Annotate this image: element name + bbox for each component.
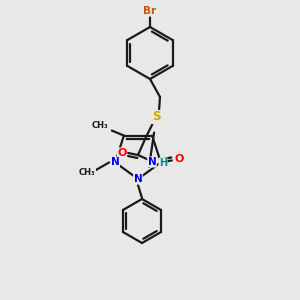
Text: CH₃: CH₃ <box>79 168 95 177</box>
Text: N: N <box>134 174 142 184</box>
Text: S: S <box>152 110 160 124</box>
Text: O: O <box>117 148 127 158</box>
Text: H: H <box>159 158 167 168</box>
Text: N: N <box>148 157 156 167</box>
Text: CH₃: CH₃ <box>92 121 108 130</box>
Text: Br: Br <box>143 6 157 16</box>
Text: N: N <box>111 158 119 167</box>
Text: O: O <box>174 154 184 164</box>
